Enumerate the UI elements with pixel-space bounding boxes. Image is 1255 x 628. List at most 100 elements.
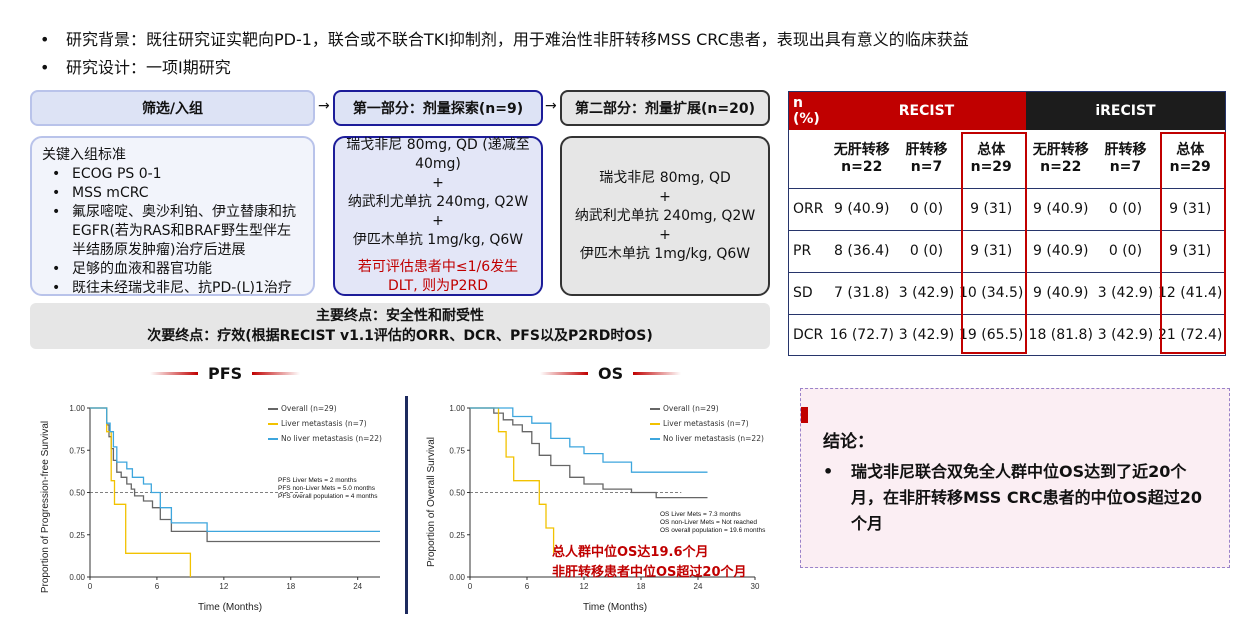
table-cell: 12 (41.4) xyxy=(1155,272,1225,315)
part1-header: 第一部分：剂量探索(n=9) xyxy=(333,90,543,126)
screening-header: 筛选/入组 xyxy=(30,90,315,126)
table-cell: 0 (0) xyxy=(896,230,957,273)
subhead-n: n=22 xyxy=(1040,158,1082,175)
os-ylabel: Proportion of Overall Survival xyxy=(426,437,437,567)
table-row: ORR 9 (40.9) 0 (0) 9 (31) 9 (40.9) 0 (0)… xyxy=(789,188,1225,231)
subhead-name: 肝转移 xyxy=(1104,141,1147,158)
x-tick-label: 18 xyxy=(637,582,646,591)
y-tick-label: 0.75 xyxy=(449,446,465,455)
series-line xyxy=(470,407,708,473)
recist-total-highlight xyxy=(961,132,1027,354)
x-tick-label: 6 xyxy=(155,582,160,591)
series-line xyxy=(470,407,555,554)
y-tick-label: 0.00 xyxy=(69,573,85,582)
screening-header-label: 筛选/入组 xyxy=(141,101,204,117)
pfs-title: PFS xyxy=(208,364,243,383)
table-cell xyxy=(789,130,827,189)
part1-box: 瑞戈非尼 80mg, QD (递减至40mg) + 纳武利尤单抗 240mg, … xyxy=(333,136,543,296)
chart-divider xyxy=(405,396,408,614)
legend-swatch xyxy=(650,437,660,440)
legend-swatch xyxy=(268,437,278,440)
legend-label: No liver metastasis (n=22) xyxy=(663,434,764,443)
conclusion-item: • 瑞戈非尼联合双免全人群中位OS达到了近20个月，在非肝转移MSS CRC患者… xyxy=(823,459,1218,537)
part2-box: 瑞戈非尼 80mg, QD + 纳武利尤单抗 240mg, Q2W + 伊匹木单… xyxy=(560,136,770,296)
series-line xyxy=(90,407,380,533)
x-tick-label: 12 xyxy=(580,582,589,591)
y-tick-label: 0.50 xyxy=(69,489,85,498)
row-label: DCR xyxy=(793,326,824,343)
table-cell: 16 (72.7) xyxy=(829,326,894,343)
pfs-note: PFS overall population = 4 months xyxy=(278,493,378,500)
criteria-item: 足够的血液和器官功能 xyxy=(42,260,303,279)
os-callout-1: 总人群中位OS达19.6个月 xyxy=(552,544,709,560)
criteria-list: ECOG PS 0-1 MSS mCRC 氟尿嘧啶、奥沙利铂、伊立替康和抗EGF… xyxy=(42,165,303,298)
table-cell: 3 (42.9) xyxy=(898,326,955,343)
table-cell: 3 (42.9) xyxy=(1097,326,1154,343)
series-line xyxy=(470,407,708,499)
part1-line: + xyxy=(432,213,444,229)
os-chart: 0.00 0.25 0.50 0.75 1.00 0 6 12 18 24 30 Proportio… xyxy=(420,392,790,622)
pfs-ylabel: Proportion of Progression-free Survival xyxy=(40,421,51,593)
x-tick-label: 0 xyxy=(468,582,473,591)
subhead-n: n=22 xyxy=(841,158,883,175)
conclusion-box: 结论： • 瑞戈非尼联合双免全人群中位OS达到了近20个月，在非肝转移MSS C… xyxy=(800,388,1230,568)
table-cell: 10 (34.5) xyxy=(956,272,1026,315)
legend-item: Overall (n=29) xyxy=(650,404,764,413)
table-cell: 9 (40.9) xyxy=(1025,272,1096,315)
legend-item: Liver metastasis (n=7) xyxy=(650,419,764,428)
part2-header: 第二部分：剂量扩展(n=20) xyxy=(560,90,770,126)
table-cell: 18 (81.8) xyxy=(1028,326,1093,343)
endpoint-secondary: 次要终点：疗效(根据RECIST v1.1评估的ORR、DCR、PFS以及P2R… xyxy=(147,328,653,344)
legend-swatch xyxy=(268,422,278,425)
subhead-n: n=7 xyxy=(910,158,943,175)
intro-bullets: • 研究背景：既往研究证实靶向PD-1，联合或不联合TKI抑制剂，用于难治性非肝转… xyxy=(40,26,969,82)
part1-line: 伊匹木单抗 1mg/kg, Q6W xyxy=(352,232,524,248)
subhead-cell: 肝转移 n=7 xyxy=(1095,130,1156,189)
criteria-title: 关键入组标准 xyxy=(42,147,126,163)
part2-line: + xyxy=(659,226,671,243)
subhead-n: n=29 xyxy=(970,158,1012,175)
pfs-note: PFS Liver Mets = 2 months xyxy=(278,477,357,484)
criteria-item: 氟尿嘧啶、奥沙利铂、伊立替康和抗EGFR(若为RAS和BRAF野生型伴左半结肠原… xyxy=(42,203,303,260)
part2-line: 伊匹木单抗 1mg/kg, Q6W xyxy=(579,245,751,262)
decor-line xyxy=(150,372,198,375)
pfs-legend: Overall (n=29) Liver metastasis (n=7) No… xyxy=(268,404,382,443)
os-section-title: OS xyxy=(540,364,682,383)
legend-swatch xyxy=(650,407,660,410)
subhead-name: 无肝转移 xyxy=(833,141,890,158)
x-tick-label: 18 xyxy=(286,582,295,591)
y-tick-label: 1.00 xyxy=(69,404,85,413)
x-tick-label: 30 xyxy=(751,582,760,591)
part2-header-label: 第二部分：剂量扩展(n=20) xyxy=(575,101,755,117)
irecist-header: iRECIST xyxy=(1025,92,1225,130)
y-tick-label: 0.25 xyxy=(449,531,465,540)
table-cell: 9 (31) xyxy=(956,230,1026,273)
legend-item: Overall (n=29) xyxy=(268,404,382,413)
x-tick-label: 0 xyxy=(88,582,93,591)
os-title: OS xyxy=(598,364,624,383)
decor-line xyxy=(540,372,588,375)
row-label: SD xyxy=(789,272,827,315)
part1-header-label: 第一部分：剂量探索(n=9) xyxy=(352,101,524,117)
table-row: DCR 16 (72.7) 3 (42.9) 19 (65.5) 18 (81.… xyxy=(789,314,1225,355)
part1-note: 若可评估患者中≤1/6发生DLT, 则为P2RD xyxy=(357,259,519,294)
part2-line: 纳武利尤单抗 240mg, Q2W xyxy=(574,207,756,224)
x-tick-label: 24 xyxy=(353,582,362,591)
os-xlabel: Time (Months) xyxy=(583,602,647,613)
os-callout-2: 非肝转移患者中位OS超过20个月 xyxy=(552,564,747,580)
table-corner: n (%) xyxy=(789,92,827,130)
part1-line: 瑞戈非尼 80mg, QD (递减至40mg) xyxy=(346,137,530,172)
subhead-name: 总体 xyxy=(977,141,1006,158)
subhead-n: n=7 xyxy=(1109,158,1142,175)
irecist-total-highlight xyxy=(1160,132,1226,354)
results-table: n (%) RECIST iRECIST 无肝转移 n=22 肝转移 n=7 总体 n… xyxy=(788,91,1226,356)
row-label: ORR xyxy=(789,188,827,231)
criteria-item: 既往未经瑞戈非尼、抗PD-(L)1治疗 xyxy=(42,279,303,298)
decor-line xyxy=(252,372,301,375)
legend-item: No liver metastasis (n=22) xyxy=(650,434,764,443)
legend-label: Liver metastasis (n=7) xyxy=(663,419,749,428)
criteria-item: ECOG PS 0-1 xyxy=(42,165,303,184)
table-cell: 0 (0) xyxy=(896,188,957,231)
pfs-note: PFS non-Liver Mets = 5.0 months xyxy=(278,485,376,492)
table-cell: 9 (31) xyxy=(1155,230,1225,273)
